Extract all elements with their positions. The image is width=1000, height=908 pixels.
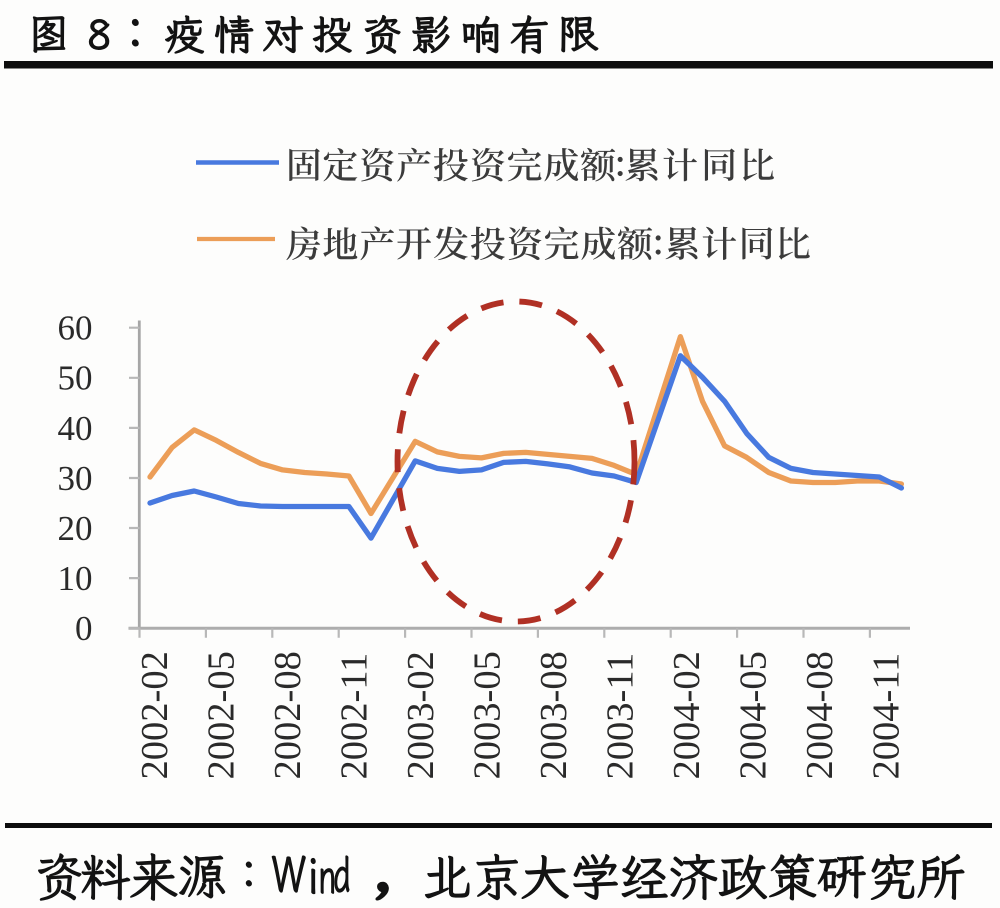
svg-text:2004-02: 2004-02 bbox=[666, 651, 708, 779]
svg-text:2003-02: 2003-02 bbox=[400, 651, 442, 779]
svg-text:2003-08: 2003-08 bbox=[533, 651, 575, 779]
svg-text:40: 40 bbox=[58, 409, 93, 448]
svg-text:60: 60 bbox=[58, 309, 93, 348]
svg-text:2002-08: 2002-08 bbox=[267, 651, 309, 779]
svg-text:2002-11: 2002-11 bbox=[334, 653, 376, 780]
svg-text:0: 0 bbox=[75, 609, 93, 648]
svg-text:2004-05: 2004-05 bbox=[733, 651, 775, 779]
svg-text:2004-11: 2004-11 bbox=[866, 653, 908, 780]
svg-text:20: 20 bbox=[58, 509, 93, 548]
svg-text:2003-05: 2003-05 bbox=[467, 651, 509, 779]
svg-text:30: 30 bbox=[58, 459, 93, 498]
svg-text:2003-11: 2003-11 bbox=[600, 653, 642, 780]
svg-text:2004-08: 2004-08 bbox=[799, 651, 841, 779]
svg-text:10: 10 bbox=[58, 559, 93, 598]
svg-text:50: 50 bbox=[58, 359, 93, 398]
svg-text:2002-02: 2002-02 bbox=[134, 651, 176, 779]
svg-text:2002-05: 2002-05 bbox=[201, 651, 243, 779]
